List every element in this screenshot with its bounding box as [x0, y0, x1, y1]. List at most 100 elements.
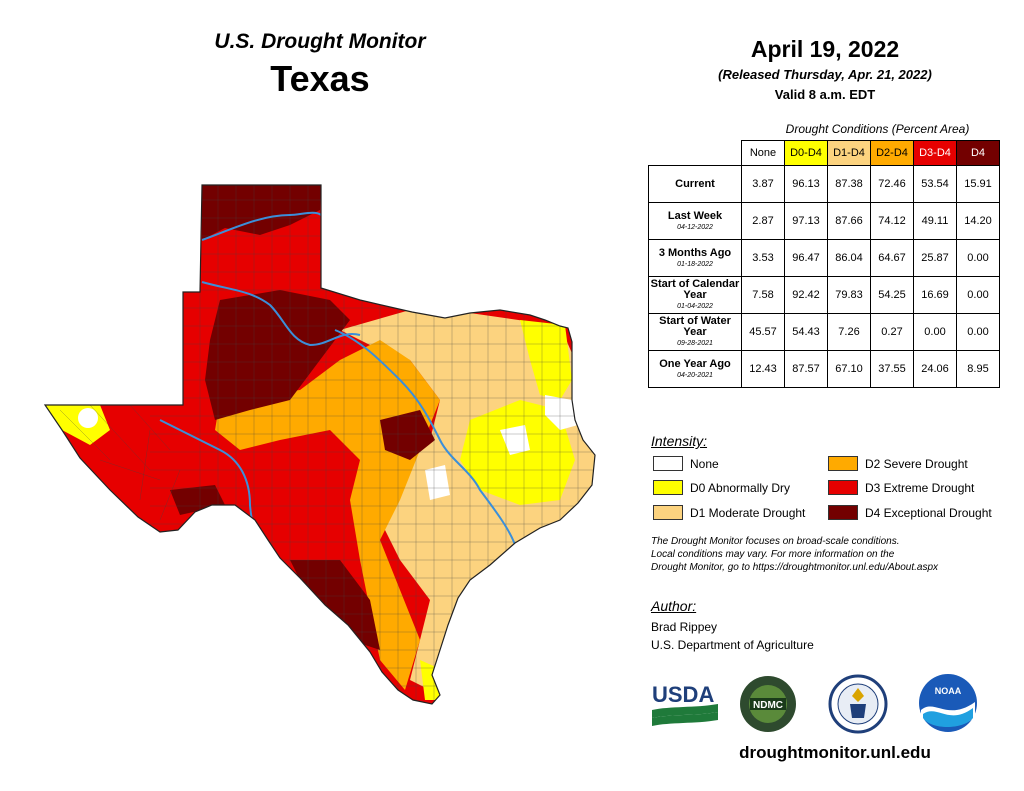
table-cell: 67.10 [827, 350, 871, 388]
usda-logo-text: USDA [652, 682, 714, 707]
row-date: 09-28-2021 [677, 340, 713, 347]
table-row: Last Week 04-12-2022 2.87 97.13 87.66 74.… [648, 202, 1000, 240]
table-cell: 92.42 [784, 276, 828, 314]
ndmc-logo-text: NDMC [753, 700, 783, 711]
legend-item-d2: D2 Severe Drought [828, 456, 968, 471]
legend-item-d3: D3 Extreme Drought [828, 480, 974, 495]
table-cell: 96.47 [784, 239, 828, 277]
table-cell: 2.87 [741, 202, 785, 240]
column-header-d0-d4: D0-D4 [784, 140, 828, 166]
legend-swatch [653, 505, 683, 520]
row-label: Current [648, 165, 742, 203]
noaa-logo: NOAA [919, 674, 977, 732]
d4-area [202, 185, 321, 240]
legend-swatch [828, 480, 858, 495]
none-area [545, 395, 578, 430]
legend-label: None [690, 456, 719, 471]
none-area [78, 408, 98, 428]
map-header: U.S. Drought Monitor Texas [130, 30, 510, 100]
column-header-none: None [741, 140, 785, 166]
state-title: Texas [270, 58, 370, 99]
disclaimer-line: Local conditions may vary. For more info… [651, 549, 895, 560]
author-name: Brad Rippey [651, 620, 718, 634]
none-area [500, 425, 530, 455]
table-row: Start of Calendar Year 01-04-2022 7.58 92… [648, 276, 1000, 314]
row-date: 04-20-2021 [677, 371, 713, 379]
table-cell: 15.91 [956, 165, 1000, 203]
table-cell: 87.38 [827, 165, 871, 203]
table-cell: 49.11 [913, 202, 957, 240]
table-cell: 86.04 [827, 239, 871, 277]
website-url: droughtmonitor.unl.edu [739, 743, 931, 762]
table-cell: 3.53 [741, 239, 785, 277]
ndmc-logo: NDMC [740, 676, 796, 732]
table-cell: 16.69 [913, 276, 957, 314]
usda-logo: USDA [652, 682, 718, 726]
table-caption: Drought Conditions (Percent Area) [785, 122, 970, 136]
legend-item-d4: D4 Exceptional Drought [828, 505, 992, 520]
disclaimer-line: Drought Monitor, go to https://droughtmo… [651, 562, 939, 573]
row-label: Start of Calendar Year 01-04-2022 [648, 276, 742, 314]
d4-area [380, 410, 435, 460]
row-label: 3 Months Ago 01-18-2022 [648, 239, 742, 277]
legend-swatch [828, 505, 858, 520]
table-cell: 87.57 [784, 350, 828, 388]
column-header-d1-d4: D1-D4 [827, 140, 871, 166]
row-date: 04-12-2022 [677, 223, 713, 231]
table-cell: 96.13 [784, 165, 828, 203]
table-header-row: None D0-D4 D1-D4 D2-D4 D3-D4 D4 [648, 140, 1000, 166]
legend-item-none: None [653, 456, 719, 471]
table-cell: 53.54 [913, 165, 957, 203]
table-cell: 7.58 [741, 276, 785, 314]
legend-swatch [653, 480, 683, 495]
legend-swatch [828, 456, 858, 471]
row-date: 01-18-2022 [677, 260, 713, 268]
drought-conditions-table: None D0-D4 D1-D4 D2-D4 D3-D4 D4 Current … [648, 140, 1000, 388]
table-cell: 0.00 [956, 276, 1000, 314]
table-corner [648, 140, 742, 166]
table-cell: 79.83 [827, 276, 871, 314]
release-date: (Released Thursday, Apr. 21, 2022) [718, 67, 932, 82]
table-cell: 14.20 [956, 202, 1000, 240]
row-label-text: One Year Ago [659, 357, 731, 370]
table-cell: 54.43 [784, 313, 828, 351]
none-area [425, 465, 450, 500]
table-cell: 0.00 [956, 313, 1000, 351]
disclaimer-text: The Drought Monitor focuses on broad-sca… [651, 535, 1011, 574]
row-label-text: Current [675, 177, 715, 190]
table-row: One Year Ago 04-20-2021 12.43 87.57 67.10… [648, 350, 1000, 388]
table-cell: 37.55 [870, 350, 914, 388]
row-label-text: Start of Calendar Year [650, 278, 740, 301]
legend-label: D0 Abnormally Dry [690, 480, 791, 495]
map-date: April 19, 2022 [750, 36, 900, 62]
table-cell: 0.00 [913, 313, 957, 351]
commerce-seal-logo [828, 674, 888, 734]
state-outline [43, 184, 596, 705]
table-cell: 72.46 [870, 165, 914, 203]
row-date: 01-04-2022 [677, 303, 713, 310]
author-organization: U.S. Department of Agriculture [651, 638, 814, 652]
legend-item-d0: D0 Abnormally Dry [653, 480, 790, 495]
legend-label: D4 Exceptional Drought [865, 505, 992, 520]
legend-item-d1: D1 Moderate Drought [653, 505, 805, 520]
table-cell: 45.57 [741, 313, 785, 351]
legend-swatch [653, 456, 683, 471]
disclaimer-line: The Drought Monitor focuses on broad-sca… [651, 536, 900, 547]
table-cell: 8.95 [956, 350, 1000, 388]
table-cell: 7.26 [827, 313, 871, 351]
legend-label: D1 Moderate Drought [690, 505, 806, 520]
table-cell: 74.12 [870, 202, 914, 240]
table-cell: 87.66 [827, 202, 871, 240]
table-cell: 24.06 [913, 350, 957, 388]
table-cell: 64.67 [870, 239, 914, 277]
d4-area [205, 290, 350, 420]
row-label: Last Week 04-12-2022 [648, 202, 742, 240]
row-label-text: 3 Months Ago [658, 246, 732, 259]
table-row: Current 3.87 96.13 87.38 72.46 53.54 15.… [648, 165, 1000, 203]
column-header-d3-d4: D3-D4 [913, 140, 957, 166]
texas-drought-map [43, 184, 596, 705]
monitor-title: U.S. Drought Monitor [214, 30, 426, 53]
table-cell: 97.13 [784, 202, 828, 240]
legend-label: D2 Severe Drought [865, 456, 968, 471]
table-cell: 0.27 [870, 313, 914, 351]
